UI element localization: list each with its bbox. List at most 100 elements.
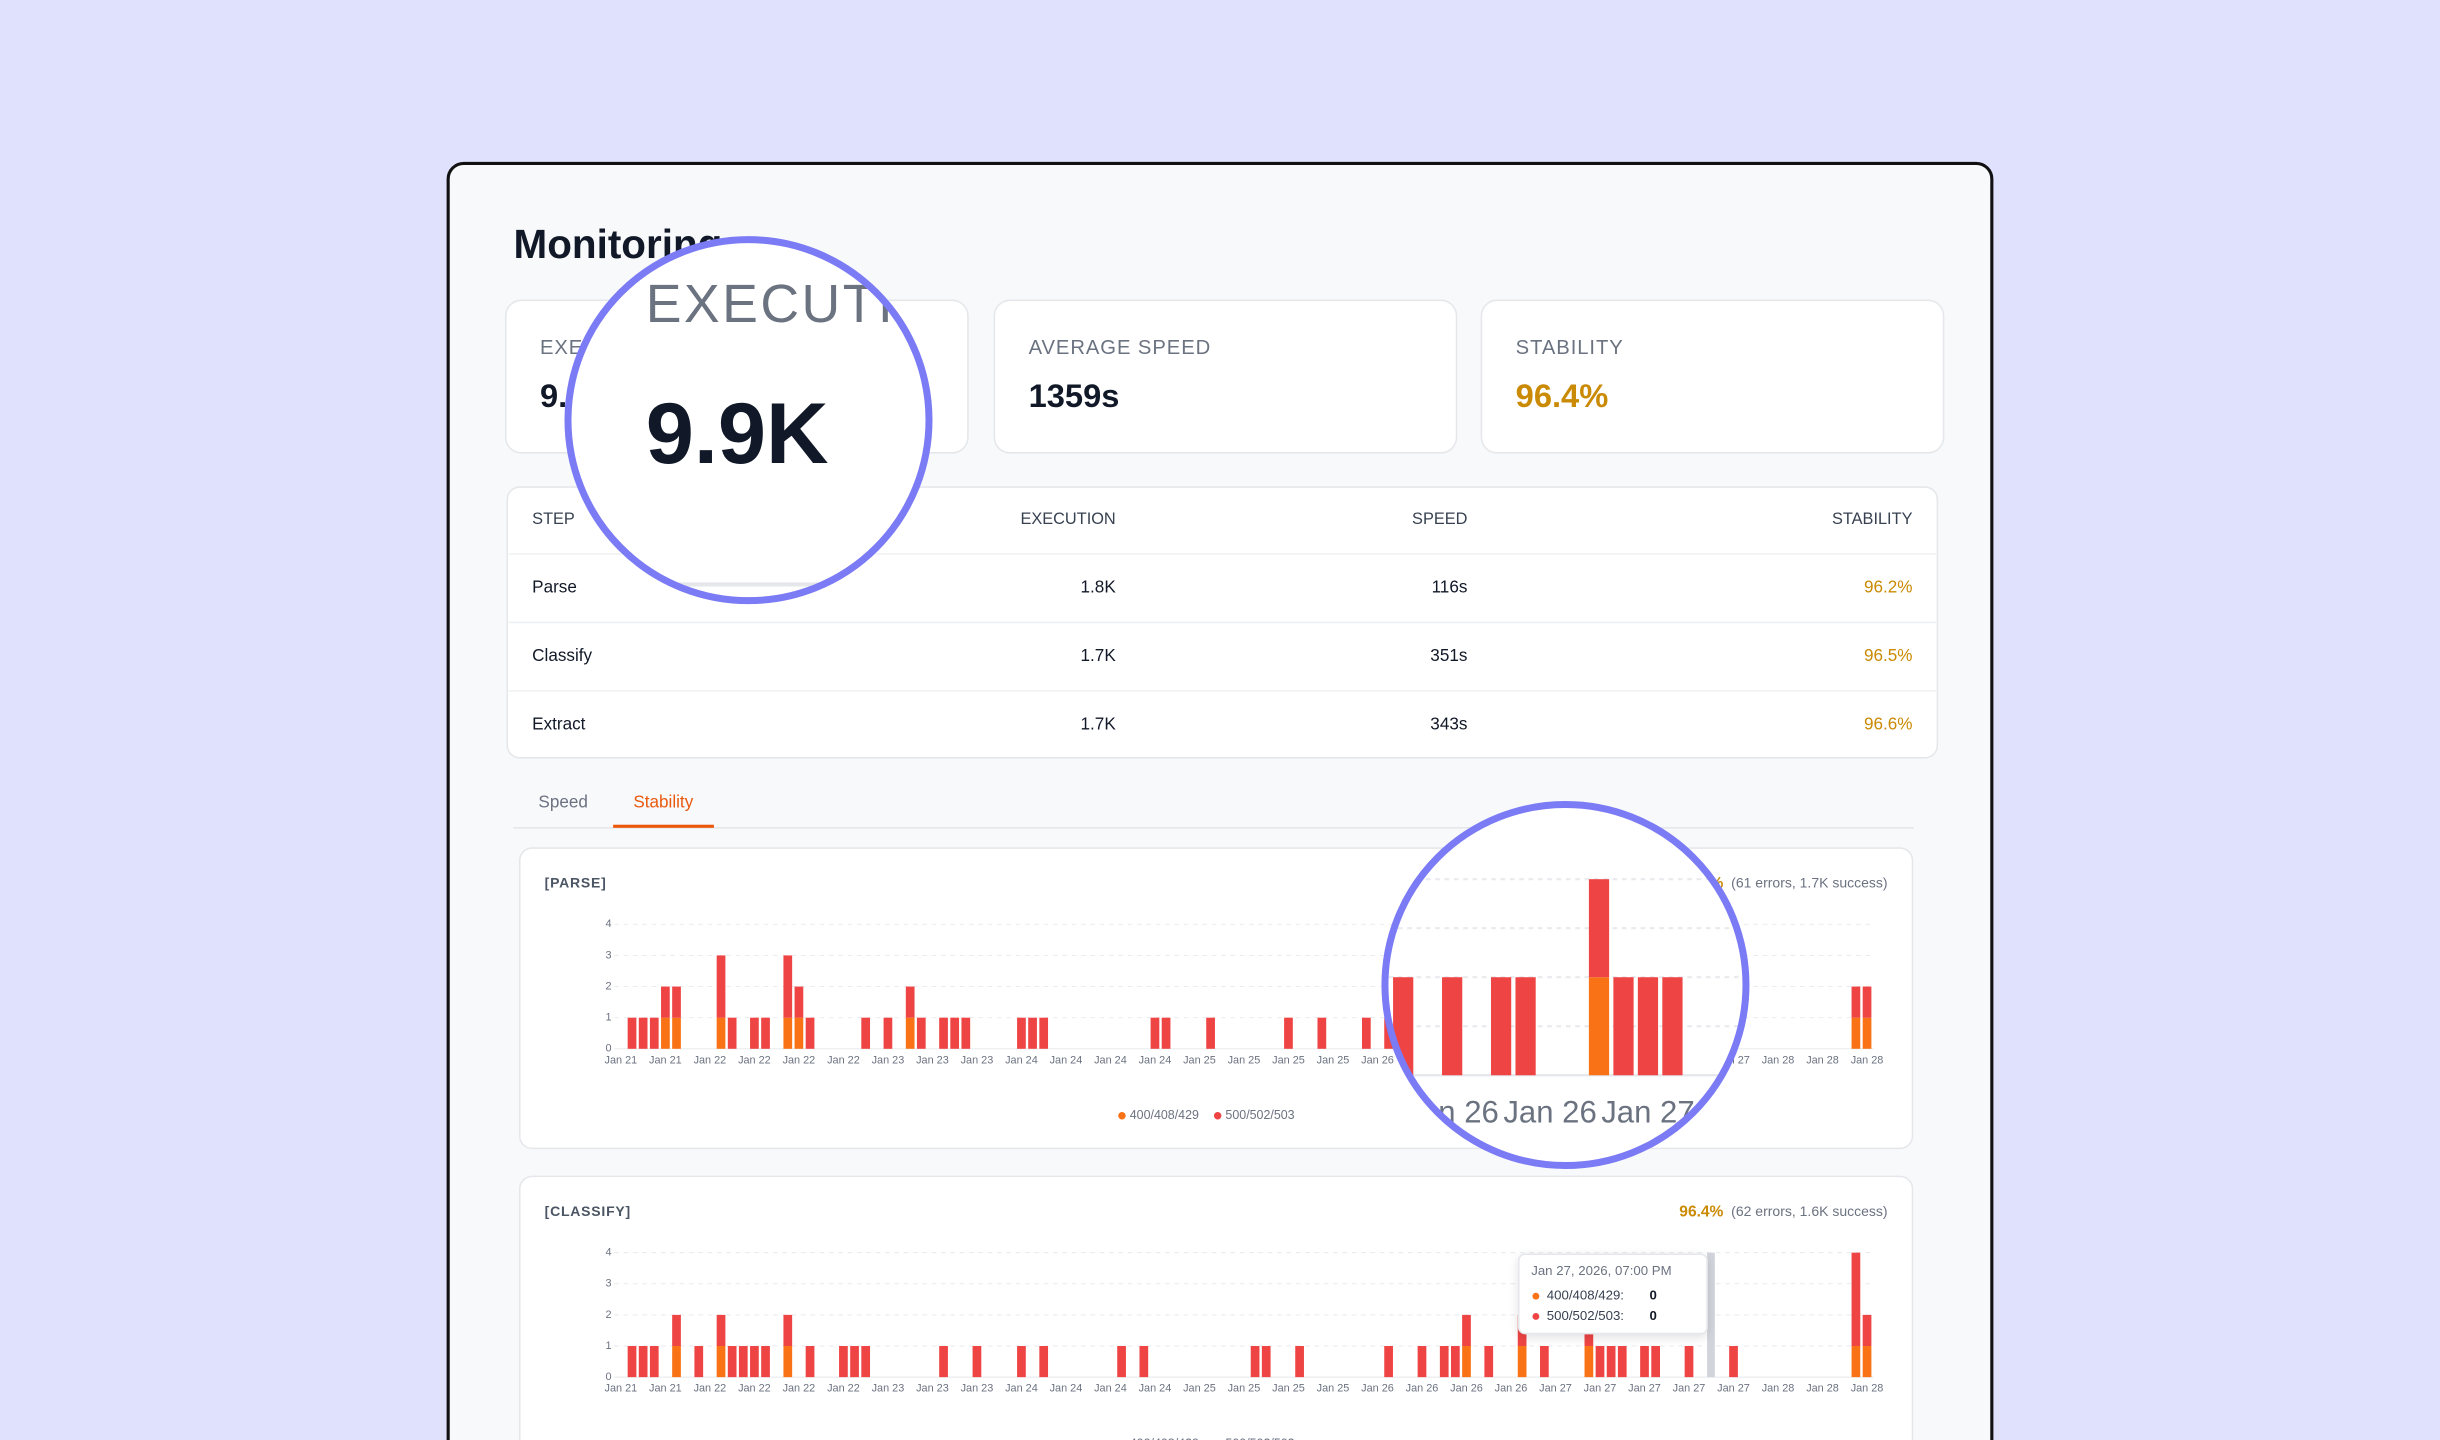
bar-segment — [727, 1346, 737, 1378]
hover-cursor — [1707, 1252, 1715, 1378]
bar-segment — [672, 1346, 681, 1378]
tab[interactable]: Stability — [633, 792, 693, 811]
tooltip-label: 400/408/429: — [1547, 1288, 1624, 1303]
tab[interactable]: Speed — [538, 792, 587, 811]
bar-segment — [1662, 977, 1683, 1076]
x-tick-label: Jan 22 — [783, 1054, 816, 1066]
bar-segment — [1017, 1346, 1026, 1378]
bar-segment — [1017, 1017, 1026, 1049]
bar-segment — [1250, 1346, 1260, 1378]
x-tick-label: Jan 26 — [1450, 1383, 1483, 1395]
bar-segment — [649, 1017, 659, 1049]
x-tick-label: Jan 23 — [916, 1383, 949, 1395]
bar-segment — [916, 1017, 926, 1049]
bar-segment — [716, 955, 726, 1018]
lens-ring — [1381, 800, 1750, 1170]
bar-segment — [1684, 1346, 1694, 1378]
x-tick-label: Jan 27 — [1717, 1054, 1750, 1066]
bar-segment — [1617, 1346, 1627, 1378]
bar-segment — [1384, 1346, 1393, 1378]
table-cell: 96.6% — [1864, 715, 1913, 734]
bar-segment — [672, 1017, 681, 1049]
card-value: 1359s — [1029, 377, 1120, 414]
card-label: AVERAGE SPEED — [1029, 337, 1212, 359]
bar-segment — [1206, 1017, 1215, 1049]
bar-segment — [794, 1017, 804, 1049]
tooltip-value: 0 — [1649, 1288, 1656, 1303]
table-cell: 96.2% — [1864, 578, 1913, 597]
table-cell: 1.7K — [1081, 715, 1117, 734]
bar-segment — [1862, 986, 1872, 1018]
column-header: EXECUTION — [1020, 510, 1115, 528]
bar-segment — [905, 1017, 915, 1049]
chart-box — [518, 1175, 1914, 1440]
bar-segment — [1361, 1017, 1371, 1049]
x-tick-label: Jan 28 — [1762, 1054, 1795, 1066]
lens-execution — [571, 242, 926, 598]
bar-segment — [738, 1346, 748, 1378]
y-tick-label: 3 — [605, 949, 611, 961]
x-tick-label: Jan 22 — [783, 1383, 816, 1395]
x-tick-label: Jan 24 — [1050, 1054, 1083, 1066]
chart-card: [CLASSIFY] (62 errors, 1.6K success) 96.4%… — [518, 1175, 1914, 1440]
x-tick-label: Jan 24 — [1005, 1383, 1038, 1395]
bar-segment — [1637, 977, 1659, 1076]
bar-segment — [761, 1346, 770, 1378]
y-tick-label: 0 — [605, 1043, 611, 1055]
y-tick-label: 1 — [605, 1340, 611, 1352]
y-tick-label: 2 — [605, 980, 611, 992]
bar-segment — [661, 986, 670, 1018]
bar-segment — [1540, 1346, 1549, 1378]
kpi-card: AVERAGE SPEED 1359s — [993, 299, 1458, 454]
bar-segment — [1039, 1346, 1049, 1378]
x-tick-label: Jan 28 — [1851, 1054, 1884, 1066]
bar-segment — [1490, 977, 1512, 1076]
bar-segment — [638, 1346, 648, 1378]
x-tick-label: Jan 26 — [1361, 1383, 1394, 1395]
tooltip-dot — [1532, 1313, 1540, 1320]
tooltip-value: 0 — [1649, 1308, 1656, 1323]
bar-segment — [1862, 1314, 1872, 1347]
bar-segment — [1862, 1346, 1872, 1378]
kpi-card: STABILITY 96.4% — [1480, 299, 1945, 454]
x-tick-label: Jan 24 — [1139, 1054, 1172, 1066]
bar-segment — [1613, 977, 1634, 1076]
bar-segment — [750, 1017, 759, 1049]
bar-segment — [1161, 1017, 1171, 1049]
x-tick-label: Jan 21 — [649, 1383, 682, 1395]
bar-segment — [861, 1017, 871, 1049]
table-cell: 1.7K — [1081, 646, 1117, 665]
window-frame — [446, 161, 1994, 1440]
bar-segment — [661, 1017, 670, 1049]
legend-dot — [1213, 1111, 1222, 1120]
y-tick-label: 0 — [605, 1371, 611, 1383]
x-tick-label: Jan 26 — [1503, 1094, 1596, 1129]
x-tick-label: Jan 23 — [872, 1383, 905, 1395]
x-tick-label: Jan 22 — [738, 1383, 771, 1395]
x-tick-label: Jan 28 — [1762, 1383, 1795, 1395]
x-tick-label: Jan 27 — [1584, 1383, 1617, 1395]
x-tick-label: Jan 24 — [1139, 1383, 1172, 1395]
card-box — [1480, 299, 1945, 454]
bar-segment — [1039, 1017, 1049, 1049]
bar-segment — [805, 1346, 815, 1378]
bar-segment — [1442, 977, 1463, 1076]
x-tick-label: Jan 23 — [961, 1054, 994, 1066]
x-tick-label: Jan 22 — [694, 1383, 727, 1395]
bar-segment — [1484, 1346, 1494, 1378]
bar-segment — [783, 1017, 793, 1049]
bar-segment — [672, 1314, 681, 1347]
bar-segment — [1862, 1017, 1872, 1049]
y-tick-label: 4 — [605, 918, 611, 930]
y-tick-label: 2 — [605, 1309, 611, 1321]
bar-segment — [716, 1346, 726, 1378]
x-tick-label: Jan 27 — [1673, 1383, 1706, 1395]
bar-segment — [1117, 1346, 1126, 1378]
bar-segment — [1462, 1314, 1471, 1347]
bar-segment — [794, 986, 804, 1018]
bar-segment — [861, 1346, 871, 1378]
card-value: 96.4% — [1516, 377, 1609, 414]
bar-segment — [972, 1346, 982, 1378]
bar-segment — [1284, 1017, 1293, 1049]
